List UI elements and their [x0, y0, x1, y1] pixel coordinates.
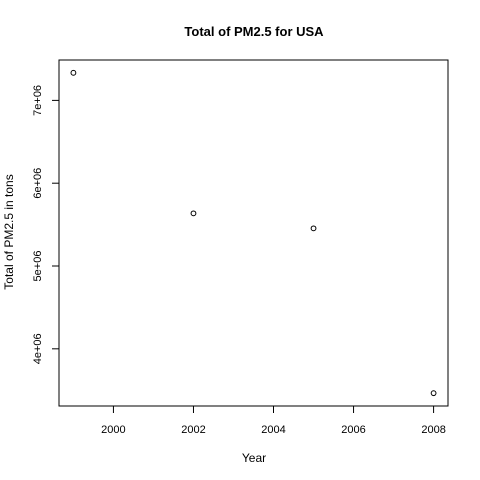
data-point — [310, 225, 317, 232]
x-axis: 2000 2002 2004 2006 2008 — [101, 406, 446, 436]
x-axis-title: Year — [242, 451, 266, 465]
x-tick-label: 2008 — [421, 424, 445, 436]
y-tick-label: 5e+06 — [32, 251, 44, 282]
y-axis-title: Total of PM2.5 in tons — [2, 174, 16, 289]
y-axis: 4e+06 5e+06 6e+06 7e+06 — [32, 85, 59, 364]
y-tick-label: 6e+06 — [32, 168, 44, 199]
y-tick-label: 7e+06 — [32, 85, 44, 116]
data-points — [70, 69, 437, 397]
data-point — [190, 210, 197, 217]
y-tick-label: 4e+06 — [32, 333, 44, 364]
data-point — [70, 69, 77, 76]
plot-frame — [58, 59, 449, 407]
chart-title: Total of PM2.5 for USA — [184, 24, 324, 39]
x-tick-label: 2006 — [341, 424, 365, 436]
data-point — [430, 390, 437, 397]
x-tick-label: 2000 — [101, 424, 125, 436]
x-tick-label: 2002 — [181, 424, 205, 436]
x-tick-label: 2004 — [261, 424, 285, 436]
